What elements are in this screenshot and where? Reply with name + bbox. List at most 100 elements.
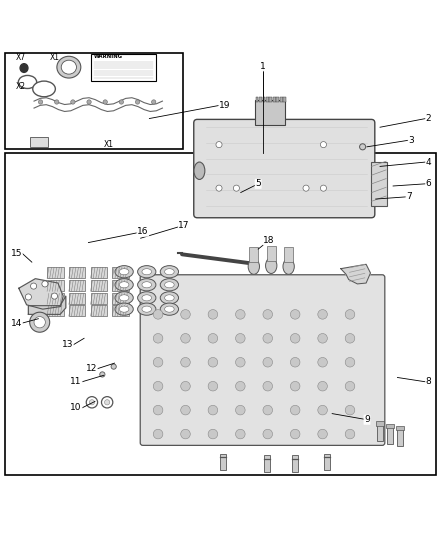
Text: 6: 6 bbox=[426, 179, 431, 188]
Bar bbox=[220, 454, 226, 470]
Bar bbox=[91, 268, 107, 278]
Circle shape bbox=[345, 334, 355, 343]
Bar bbox=[280, 97, 283, 102]
Bar bbox=[388, 426, 392, 444]
Ellipse shape bbox=[142, 306, 152, 312]
Circle shape bbox=[152, 100, 156, 104]
Circle shape bbox=[290, 429, 300, 439]
Circle shape bbox=[105, 400, 110, 405]
Ellipse shape bbox=[115, 292, 133, 304]
FancyBboxPatch shape bbox=[194, 119, 375, 218]
Circle shape bbox=[181, 382, 190, 391]
Text: 2: 2 bbox=[426, 114, 431, 123]
Bar bbox=[397, 427, 403, 446]
Circle shape bbox=[71, 100, 75, 104]
Text: 16: 16 bbox=[137, 227, 148, 236]
Bar bbox=[113, 305, 129, 316]
Text: 8: 8 bbox=[426, 377, 431, 386]
Ellipse shape bbox=[18, 76, 37, 88]
Text: 14: 14 bbox=[11, 319, 22, 328]
Circle shape bbox=[290, 382, 300, 391]
Ellipse shape bbox=[119, 269, 129, 275]
Circle shape bbox=[153, 310, 163, 319]
Bar bbox=[269, 97, 272, 102]
Bar bbox=[5, 53, 184, 149]
Circle shape bbox=[153, 358, 163, 367]
Polygon shape bbox=[19, 279, 63, 309]
Text: 3: 3 bbox=[408, 136, 414, 145]
Bar bbox=[264, 455, 270, 472]
Polygon shape bbox=[28, 296, 66, 314]
Bar bbox=[396, 426, 404, 430]
Circle shape bbox=[216, 185, 222, 191]
Bar bbox=[273, 97, 276, 102]
Bar bbox=[47, 294, 64, 304]
Circle shape bbox=[208, 310, 218, 319]
Bar bbox=[254, 100, 285, 125]
Circle shape bbox=[345, 310, 355, 319]
Bar bbox=[47, 268, 64, 278]
Ellipse shape bbox=[61, 60, 77, 74]
Circle shape bbox=[208, 429, 218, 439]
Ellipse shape bbox=[194, 162, 205, 180]
Circle shape bbox=[236, 310, 245, 319]
Circle shape bbox=[345, 358, 355, 367]
Circle shape bbox=[31, 283, 37, 289]
Text: 4: 4 bbox=[426, 158, 431, 166]
Circle shape bbox=[263, 382, 272, 391]
Polygon shape bbox=[341, 264, 371, 284]
Circle shape bbox=[181, 358, 190, 367]
Text: X7: X7 bbox=[15, 53, 25, 62]
Circle shape bbox=[153, 429, 163, 439]
Ellipse shape bbox=[138, 303, 156, 315]
Ellipse shape bbox=[138, 265, 156, 278]
Circle shape bbox=[321, 185, 326, 191]
Text: X1: X1 bbox=[104, 140, 114, 149]
Bar bbox=[69, 294, 85, 304]
Circle shape bbox=[290, 310, 300, 319]
Text: 9: 9 bbox=[364, 415, 370, 424]
Text: 1: 1 bbox=[260, 62, 265, 71]
Bar bbox=[47, 280, 64, 292]
Bar bbox=[276, 97, 279, 102]
Bar bbox=[113, 268, 129, 278]
Circle shape bbox=[42, 281, 48, 287]
Circle shape bbox=[290, 405, 300, 415]
Text: 13: 13 bbox=[62, 341, 73, 349]
Ellipse shape bbox=[142, 269, 152, 275]
Bar bbox=[378, 423, 383, 441]
Circle shape bbox=[181, 405, 190, 415]
Bar bbox=[30, 137, 48, 147]
Circle shape bbox=[25, 294, 32, 300]
Circle shape bbox=[181, 334, 190, 343]
Circle shape bbox=[318, 405, 327, 415]
Ellipse shape bbox=[160, 265, 179, 278]
Text: 5: 5 bbox=[255, 179, 261, 188]
Circle shape bbox=[263, 334, 272, 343]
Circle shape bbox=[321, 142, 326, 148]
Bar bbox=[376, 422, 384, 426]
Ellipse shape bbox=[33, 81, 55, 97]
Bar bbox=[267, 246, 276, 261]
Circle shape bbox=[51, 293, 57, 299]
Bar bbox=[266, 97, 268, 102]
Circle shape bbox=[86, 397, 98, 408]
Circle shape bbox=[236, 334, 245, 343]
Bar bbox=[292, 455, 298, 472]
Circle shape bbox=[318, 382, 327, 391]
Circle shape bbox=[345, 405, 355, 415]
Circle shape bbox=[318, 429, 327, 439]
Bar bbox=[91, 305, 107, 316]
Circle shape bbox=[39, 100, 43, 104]
Text: 19: 19 bbox=[219, 101, 230, 110]
Ellipse shape bbox=[165, 295, 174, 301]
Bar bbox=[283, 97, 286, 102]
Circle shape bbox=[135, 100, 140, 104]
Ellipse shape bbox=[20, 63, 28, 72]
Bar bbox=[259, 97, 261, 102]
Circle shape bbox=[236, 358, 245, 367]
Circle shape bbox=[263, 405, 272, 415]
Circle shape bbox=[208, 382, 218, 391]
Circle shape bbox=[153, 334, 163, 343]
Circle shape bbox=[263, 310, 272, 319]
